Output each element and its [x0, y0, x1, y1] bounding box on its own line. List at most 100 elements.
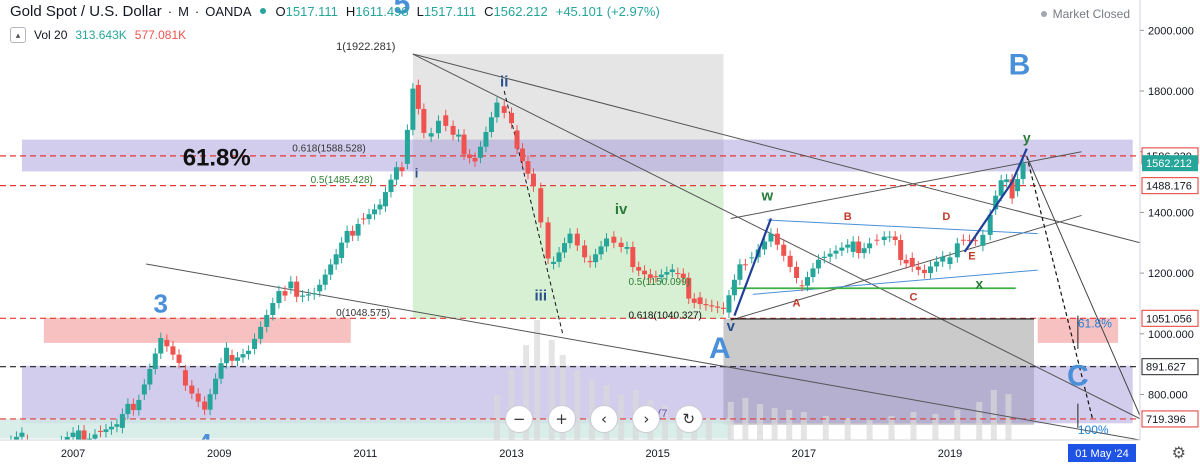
candle-body — [551, 261, 557, 264]
volume-bar — [727, 402, 734, 440]
candle-body — [252, 338, 258, 349]
candle-body — [587, 260, 593, 263]
candle-body — [664, 272, 670, 275]
volume-bar — [932, 414, 939, 440]
wave-w-leg — [733, 218, 772, 316]
candle-body — [1015, 179, 1021, 192]
symbol-title[interactable]: Gold Spot / U.S. Dollar — [10, 2, 162, 20]
candle-body — [218, 363, 224, 379]
candle-body — [372, 209, 378, 215]
volume-bar — [508, 370, 515, 440]
wave-label: w — [760, 187, 773, 204]
candle-body — [125, 403, 131, 415]
candle-body — [76, 430, 82, 440]
candle-body — [998, 180, 1004, 196]
candle-body — [344, 230, 350, 243]
wave-label: iii — [535, 287, 548, 304]
candle-body — [170, 346, 176, 355]
candle-body — [582, 245, 588, 258]
wave-label: x — [975, 275, 983, 291]
volume-bar — [800, 412, 807, 440]
volume-label[interactable]: Vol 20 — [34, 28, 68, 42]
zoom-in-button[interactable]: + — [547, 405, 576, 433]
price-axis-bg — [1140, 0, 1200, 466]
candle-body — [377, 204, 383, 210]
y-tick-label: 1400.000 — [1148, 207, 1194, 219]
candle-body — [604, 238, 610, 247]
price-tag-label: 719.396 — [1146, 414, 1186, 426]
candle-body — [421, 108, 427, 133]
candle-body — [799, 285, 805, 287]
candle-body — [709, 305, 715, 307]
candle-body — [393, 167, 399, 180]
candle-body — [443, 115, 449, 126]
price-tag-bg — [1141, 309, 1199, 327]
wave-label: D — [942, 211, 950, 223]
volume-legend: ▴ Vol 20 313.643K 577.081K — [10, 27, 186, 43]
volume-bar — [822, 416, 829, 440]
candle-body — [288, 281, 294, 289]
candle-body — [703, 304, 709, 306]
x-tick-label: 2017 — [792, 448, 816, 460]
candle-body — [501, 106, 507, 113]
wave-label: C — [909, 291, 917, 303]
reset-chart-button[interactable]: ↻ — [674, 405, 703, 433]
volume-bar — [954, 410, 961, 440]
market-status: Market Closed — [1040, 7, 1130, 21]
candle-body — [669, 269, 675, 273]
x-tick-label: 2015 — [645, 448, 669, 460]
price-tag-bg — [1142, 155, 1198, 172]
collapse-icon[interactable]: ▴ — [10, 27, 26, 43]
candle-body — [642, 270, 648, 275]
candle-body — [207, 394, 213, 410]
candle-body — [731, 279, 737, 296]
candle-body — [856, 241, 862, 254]
settings-gear-icon[interactable]: ⚙ — [1171, 443, 1186, 462]
interval-label[interactable]: M — [178, 3, 189, 19]
candle-body — [947, 257, 953, 264]
date-cursor-label: 01 May '24 — [1075, 448, 1128, 460]
volume-bar — [574, 370, 581, 440]
candle-body — [435, 120, 441, 134]
volume-bar — [757, 404, 763, 440]
candle-body — [1004, 179, 1010, 183]
scroll-right-button[interactable]: › — [632, 405, 661, 433]
zoom-out-button[interactable]: − — [505, 405, 534, 433]
wave-label: A — [793, 297, 801, 309]
wave-label: ii — [500, 73, 508, 90]
volume-value-2: 577.081K — [134, 28, 187, 42]
close-label: C — [484, 3, 494, 19]
candle-body — [567, 233, 573, 244]
candle-body — [881, 236, 887, 241]
fib-lower-gray-box — [723, 318, 1035, 425]
candle-body — [737, 264, 743, 280]
candle-body — [749, 257, 755, 259]
candle-body — [636, 267, 642, 271]
scroll-left-button[interactable]: ‹ — [589, 405, 618, 433]
y-tick-label: 2000.000 — [1148, 25, 1194, 37]
x-tick-label: 2019 — [938, 448, 962, 460]
wave-label: A — [709, 332, 731, 365]
candle-body — [13, 436, 19, 441]
candle-body — [815, 259, 821, 269]
candle-body — [130, 403, 136, 411]
x-tick-label: 2009 — [207, 448, 231, 460]
fib-annotation: 61.8% — [183, 144, 251, 171]
candle-body — [562, 243, 568, 253]
candle-body — [821, 256, 827, 258]
candle-body — [1020, 163, 1026, 180]
volume-bar — [705, 418, 712, 440]
candle-body — [624, 247, 630, 249]
candle-body — [270, 303, 276, 315]
candle-body — [1009, 179, 1015, 199]
candle-body — [213, 378, 219, 395]
x-tick-label: 2013 — [499, 448, 523, 460]
candle-body — [81, 430, 87, 443]
candle-body — [276, 291, 282, 304]
fib-green-box — [412, 185, 724, 319]
candle-body — [176, 354, 182, 363]
candle-body — [108, 426, 114, 430]
candle-body — [787, 255, 793, 267]
candle-body — [845, 244, 851, 248]
